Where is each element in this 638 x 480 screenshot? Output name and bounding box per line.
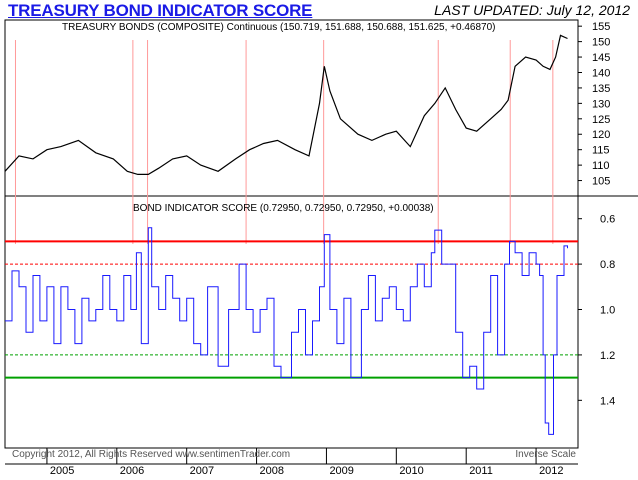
price-tick-label-145: 145 (592, 52, 610, 64)
price-panel-title: TREASURY BONDS (COMPOSITE) Continuous (1… (62, 22, 496, 33)
score-tick-label-0.6: 0.6 (600, 214, 615, 226)
copyright-text: Copyright 2012, All Rights Reserved www.… (12, 449, 290, 460)
year-label-2005: 2005 (50, 465, 74, 477)
last-updated-label: LAST UPDATED: July 12, 2012 (434, 2, 630, 18)
price-tick-label-135: 135 (592, 83, 610, 95)
price-tick-label-125: 125 (592, 114, 610, 126)
price-tick-label-155: 155 (592, 21, 610, 33)
price-tick-label-105: 105 (592, 176, 610, 188)
score-panel-title: BOND INDICATOR SCORE (0.72950, 0.72950, … (133, 203, 434, 214)
price-tick-label-110: 110 (592, 160, 610, 172)
price-tick-label-150: 150 (592, 37, 610, 49)
tick-labels: 105 110 115 120 125 130 135 140 145 150 155 0.6 0.8 1… (46, 21, 615, 477)
year-label-2009: 2009 (329, 465, 353, 477)
score-series-line (5, 227, 568, 435)
year-label-2006: 2006 (120, 465, 144, 477)
year-label-2011: 2011 (469, 465, 493, 477)
chart-title: TREASURY BOND INDICATOR SCORE (8, 1, 313, 20)
price-tick-label-115: 115 (592, 145, 610, 157)
chart-frame (4, 19, 638, 465)
score-tick-label-0.8: 0.8 (600, 259, 615, 271)
score-tick-label-1.4: 1.4 (600, 395, 615, 407)
price-series-line (4, 34, 568, 175)
year-label-2007: 2007 (190, 465, 214, 477)
year-label-2010: 2010 (399, 465, 423, 477)
price-tick-label-130: 130 (592, 98, 610, 110)
inverse-scale-note: Inverse Scale (515, 449, 576, 460)
price-tick-label-120: 120 (592, 129, 610, 141)
score-tick-label-1: 1.0 (600, 305, 615, 317)
year-label-2012: 2012 (539, 465, 563, 477)
year-label-2008: 2008 (260, 465, 284, 477)
score-tick-label-1.2: 1.2 (600, 350, 615, 362)
series-layer (4, 34, 568, 435)
signal-markers (14, 40, 554, 244)
price-tick-label-140: 140 (592, 67, 610, 79)
chart-border (4, 19, 579, 449)
